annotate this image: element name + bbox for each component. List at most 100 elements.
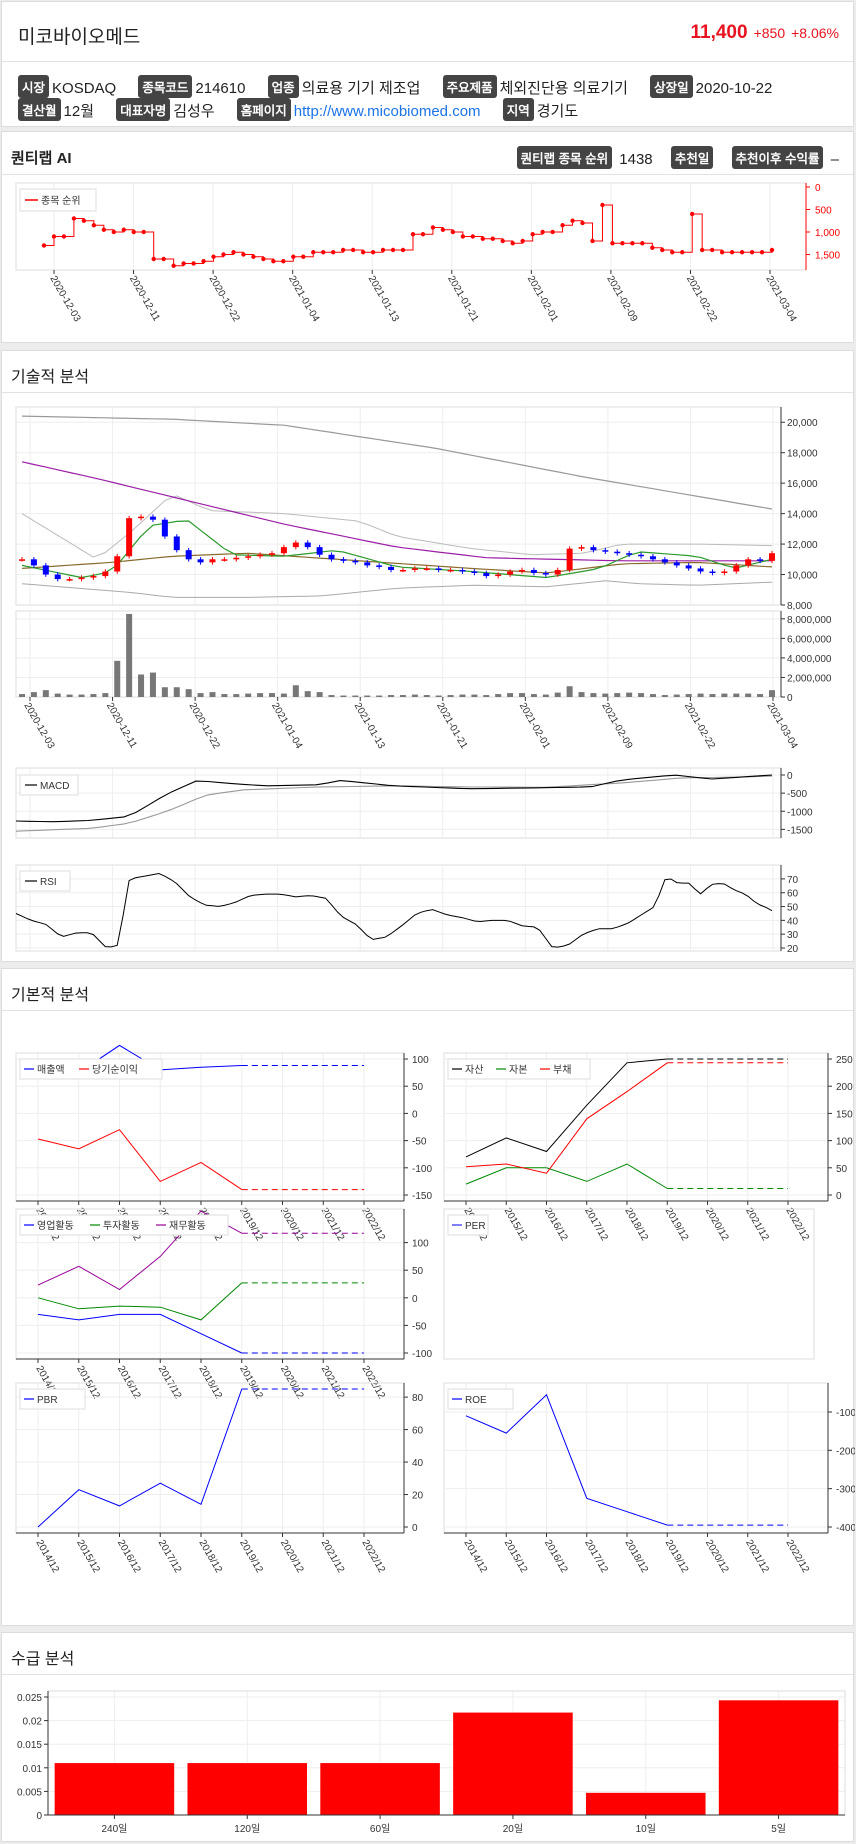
fund-legend-label: ROE [465, 1395, 487, 1406]
volume-x-tick: 2020-12-11 [104, 701, 139, 751]
fund-x-tick: 2019/12 [663, 1206, 691, 1243]
fund-y-tick: -50 [412, 1321, 427, 1332]
candle-body [757, 559, 764, 561]
macd-y-tick: -1000 [787, 807, 813, 818]
fund-series-line [465, 1393, 668, 1526]
fund-y-tick: -100 [412, 1164, 432, 1175]
candle-body [721, 571, 728, 574]
volume-bar [54, 693, 61, 697]
volume-bar [435, 695, 442, 697]
rank-point [719, 250, 725, 255]
volume-bar [578, 692, 585, 697]
volume-bar [530, 694, 537, 697]
fund-x-tick: 2018/12 [622, 1206, 650, 1243]
rsi-line [15, 872, 773, 948]
fund-y-tick: 100 [412, 1055, 429, 1066]
volume-bar [566, 686, 573, 697]
rank-point [61, 234, 67, 239]
fund-y-tick: 0 [836, 1191, 842, 1202]
fund-y-tick: -150 [412, 1191, 432, 1202]
volume-bar [709, 694, 716, 697]
technical-card: 기술적 분석 8,000 10,000 12,000 14,000 16,000 18,0… [1, 350, 855, 962]
fund-y-tick: 250 [836, 1055, 853, 1066]
volume-bar [185, 689, 192, 697]
fund-x-tick: 2021/12 [743, 1206, 771, 1243]
volume-x-tick: 2021-01-04 [269, 701, 304, 751]
volume-bar [269, 693, 275, 697]
fund-y-tick: -400 [836, 1523, 855, 1534]
fund-y-tick: 0 [412, 1109, 418, 1120]
quant-title: 퀀티랩 AI [11, 150, 72, 167]
volume-bar [197, 693, 204, 697]
volume-bar [42, 690, 49, 697]
fund-x-tick: 2018/12 [196, 1538, 224, 1575]
rank-point [231, 250, 236, 255]
volume-bar [602, 693, 609, 697]
volume-bar [149, 672, 156, 697]
volume-bar [328, 695, 335, 697]
rank-point [440, 227, 446, 232]
candle-body [138, 516, 145, 519]
volume-bar [495, 694, 502, 697]
candle-body [661, 559, 668, 563]
volume-bar [519, 693, 525, 697]
fund-x-tick: 2017/12 [582, 1538, 610, 1575]
supply-x-tick: 5일 [771, 1823, 786, 1835]
supply-y-tick: 0.005 [17, 1787, 42, 1798]
candle-body [590, 547, 597, 551]
supply-x-tick: 120일 [234, 1823, 260, 1835]
fund-legend-label: 재무활동 [169, 1219, 206, 1232]
fund-y-tick: -50 [412, 1137, 427, 1148]
rank-point [610, 241, 615, 246]
candle-body [364, 562, 371, 566]
candle-body [399, 569, 406, 572]
supply-bar [320, 1763, 440, 1815]
rank-point [201, 259, 206, 264]
rank-x-tick: 2021-02-01 [525, 274, 560, 324]
rank-point [670, 250, 675, 255]
volume-bar [649, 694, 656, 697]
candle-body [769, 553, 775, 561]
supply-x-tick: 240일 [101, 1823, 127, 1835]
fund-y-tick: 50 [412, 1082, 424, 1093]
fund-y-tick: 40 [412, 1458, 424, 1469]
rsi-y-tick: 30 [787, 930, 799, 941]
rank-point [410, 232, 416, 237]
fund-legend-box [447, 1058, 591, 1080]
technical-charts: 8,000 10,000 12,000 14,000 16,000 18,000 20,00… [15, 406, 832, 955]
price-y-tick: 16,000 [787, 479, 818, 490]
candle-body [745, 559, 752, 566]
ceo-value: 김성우 [173, 103, 215, 120]
rank-point [430, 225, 436, 230]
supply-y-tick: 0.01 [23, 1764, 43, 1775]
rank-point [570, 218, 575, 223]
price-y-tick: 14,000 [787, 510, 818, 521]
candle-body [149, 516, 156, 520]
fund-series-line [465, 1062, 668, 1174]
candle-body [411, 568, 418, 570]
volume-bar [447, 695, 454, 697]
rank-point [360, 250, 366, 255]
rank-point [560, 223, 565, 228]
candle-body [649, 556, 656, 560]
volume-bar [411, 694, 418, 697]
fund-series-line [37, 1313, 243, 1354]
fund-x-tick: 2016/12 [542, 1206, 570, 1243]
candle-body [66, 579, 73, 581]
fund-x-tick: 2020/12 [703, 1538, 731, 1575]
volume-bar [102, 693, 109, 697]
ma-short-line [21, 552, 773, 574]
rank-point [261, 256, 266, 262]
homepage-link[interactable]: http://www.micobiomed.com [293, 103, 481, 120]
industry-tag: 업종 [267, 75, 299, 98]
price-y-tick: 10,000 [787, 571, 818, 582]
stock-header-card: 미코바이오메드 11,400 +850 +8.06% 시장 KOSDAQ 종목코드 21… [1, 1, 855, 127]
fund-x-tick: 2022/12 [783, 1206, 811, 1243]
rank-point [271, 259, 276, 264]
fiscal-month-value: 12월 [63, 103, 95, 120]
fund-y-tick: 0 [412, 1294, 418, 1305]
ma-mid-line [21, 461, 772, 562]
fund-y-tick: 100 [412, 1239, 429, 1250]
fund-y-tick: 50 [836, 1164, 848, 1175]
